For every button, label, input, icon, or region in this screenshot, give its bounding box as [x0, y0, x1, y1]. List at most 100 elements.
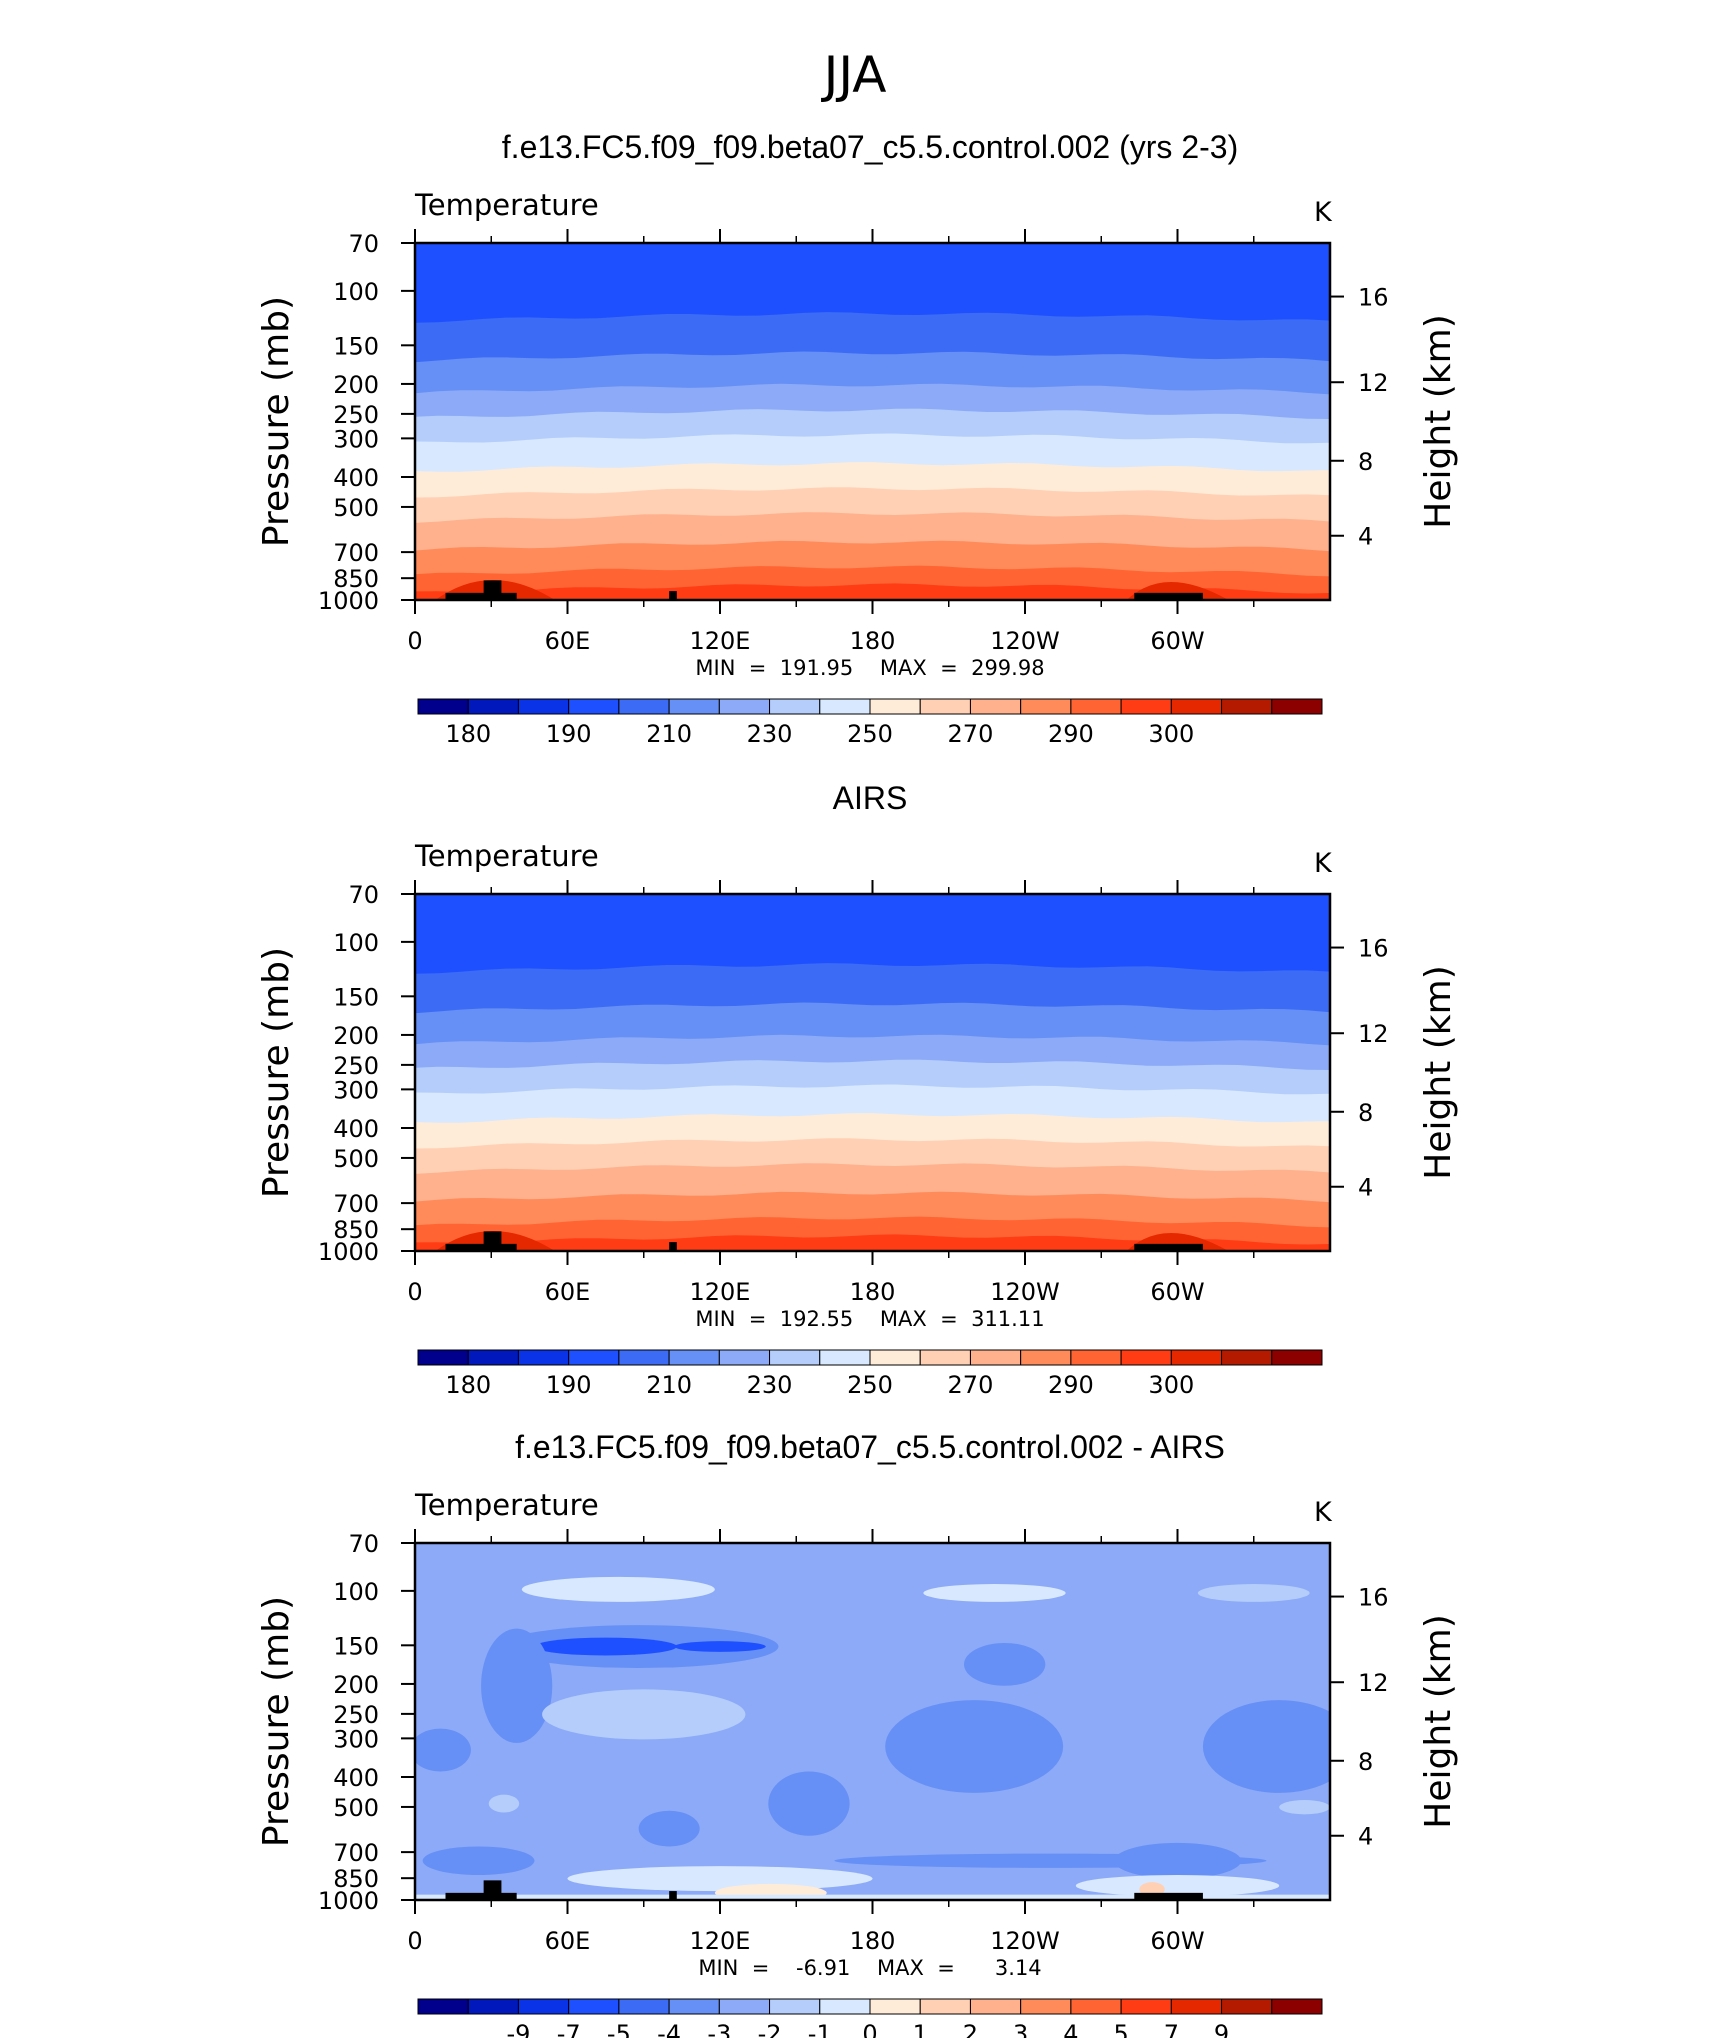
colorbar-swatch: [618, 1998, 670, 2015]
colorbar-swatch: [668, 1998, 720, 2015]
y-right-tick-label: 12: [1358, 1669, 1389, 1697]
topography-mask: [669, 1242, 677, 1251]
min-max-stats: MIN = 192.55 MAX = 311.11: [695, 1307, 1044, 1331]
y-tick-label: 1000: [318, 587, 379, 615]
panel-title: f.e13.FC5.f09_f09.beta07_c5.5.control.00…: [515, 1429, 1225, 1465]
colorbar-swatch: [467, 1998, 519, 2015]
contour-feature: [534, 1637, 677, 1656]
colorbar-swatch: [467, 698, 519, 715]
colorbar-label: 210: [646, 720, 692, 748]
colorbar-swatch: [718, 1998, 771, 2015]
y-tick-label: 300: [333, 1725, 379, 1753]
y-tick-label: 250: [333, 1052, 379, 1080]
y-right-axis-label: Height (km): [1418, 1614, 1459, 1828]
contour-feature: [1075, 1875, 1280, 1897]
contour-field: [415, 1543, 1330, 1900]
colorbar-swatch: [1070, 1349, 1122, 1366]
y-tick-label: 200: [333, 1022, 379, 1050]
x-tick-label: 60E: [545, 627, 591, 655]
colorbar-label: 290: [1048, 720, 1094, 748]
contour-band: [415, 1234, 1330, 1251]
colorbar-swatch: [819, 698, 871, 715]
y-tick-label: 700: [333, 539, 379, 567]
y-tick-label: 500: [333, 494, 379, 522]
colorbar-swatch: [1221, 698, 1273, 715]
colorbar-swatch: [1170, 1349, 1223, 1366]
y-tick-label: 1000: [318, 1887, 379, 1915]
colorbar-label: -3: [707, 2020, 731, 2038]
colorbar-swatch: [769, 1998, 821, 2015]
colorbar-swatch: [969, 698, 1022, 715]
panel-2: AIRS Temperature K 0 60E 120E 180 120W 60W 70 100 1…: [256, 780, 1459, 1399]
y-tick-label: 500: [333, 1145, 379, 1173]
y-tick-label: 200: [333, 371, 379, 399]
colorbar-swatch: [568, 698, 620, 715]
topography-mask: [669, 1891, 677, 1900]
figure-title: JJA: [821, 46, 887, 104]
colorbar-swatch: [1120, 698, 1172, 715]
topography-mask: [445, 1892, 517, 1900]
y-tick-label: 300: [333, 425, 379, 453]
colorbar-label: 0: [862, 2020, 877, 2038]
y-tick-label: 850: [333, 565, 379, 593]
colorbar-swatch: [819, 1998, 871, 2015]
colorbar-label: 190: [546, 1371, 592, 1399]
contour-band: [415, 583, 1330, 600]
colorbar-label: 210: [646, 1371, 692, 1399]
colorbar-label: 190: [546, 720, 592, 748]
topography-mask: [1134, 1892, 1203, 1900]
panel-units-label: K: [1314, 197, 1333, 228]
y-tick-label: 150: [333, 1632, 379, 1660]
colorbar-label: 230: [747, 720, 793, 748]
x-tick-label: 0: [407, 1278, 422, 1306]
colorbar-swatch: [1221, 1349, 1273, 1366]
colorbar-swatch: [869, 698, 921, 715]
colorbar-swatch: [467, 1349, 519, 1366]
colorbar-label: -9: [506, 2020, 530, 2038]
colorbar-swatch: [417, 1998, 469, 2015]
topography-mask: [483, 1231, 502, 1251]
y-tick-label: 300: [333, 1076, 379, 1104]
colorbar-swatch: [919, 1998, 971, 2015]
colorbar-swatch: [869, 1349, 921, 1366]
panel-left-label: Temperature: [414, 839, 599, 873]
contour-feature: [521, 1576, 715, 1602]
contour-feature: [674, 1641, 766, 1652]
y-right-tick-label: 8: [1358, 1099, 1373, 1127]
contour-band: [415, 1894, 1330, 1900]
x-tick-label: 0: [407, 1927, 422, 1955]
colorbar-swatch: [1070, 698, 1122, 715]
colorbar-swatch: [417, 698, 469, 715]
y-tick-label: 1000: [318, 1238, 379, 1266]
colorbar-swatch: [718, 1349, 771, 1366]
min-max-stats: MIN = -6.91 MAX = 3.14: [698, 1956, 1041, 1980]
y-right-tick-label: 12: [1358, 1020, 1389, 1048]
contour-feature: [567, 1866, 873, 1892]
x-tick-label: 120E: [690, 1927, 751, 1955]
y-tick-label: 400: [333, 1115, 379, 1143]
colorbar-swatch: [969, 1998, 1022, 2015]
panel-3: f.e13.FC5.f09_f09.beta07_c5.5.control.00…: [256, 1429, 1459, 2038]
colorbar-swatch: [517, 698, 570, 715]
y-axis-label: Pressure (mb): [256, 1596, 297, 1847]
colorbar: -9 -7 -5 -4 -3 -2 -1 0 1 2 3 4 5 7 9: [417, 1998, 1323, 2038]
topography-mask: [1134, 592, 1203, 600]
x-tick-label: 60W: [1150, 1927, 1204, 1955]
y-tick-label: 150: [333, 332, 379, 360]
topography-mask: [483, 1880, 502, 1900]
contour-feature: [1202, 1700, 1330, 1793]
contour-field: [415, 894, 1330, 1251]
topography-mask: [669, 591, 677, 600]
colorbar-label: -2: [758, 2020, 782, 2038]
y-tick-label: 850: [333, 1216, 379, 1244]
colorbar-swatch: [1170, 698, 1223, 715]
contour-feature: [415, 1728, 471, 1772]
colorbar-swatch: [1271, 1349, 1323, 1366]
panel-title: AIRS: [833, 780, 908, 816]
colorbar-swatch: [618, 698, 670, 715]
colorbar-label: -4: [657, 2020, 681, 2038]
colorbar-label: 270: [948, 1371, 994, 1399]
colorbar-label: -1: [808, 2020, 832, 2038]
colorbar-swatch: [1070, 1998, 1122, 2015]
